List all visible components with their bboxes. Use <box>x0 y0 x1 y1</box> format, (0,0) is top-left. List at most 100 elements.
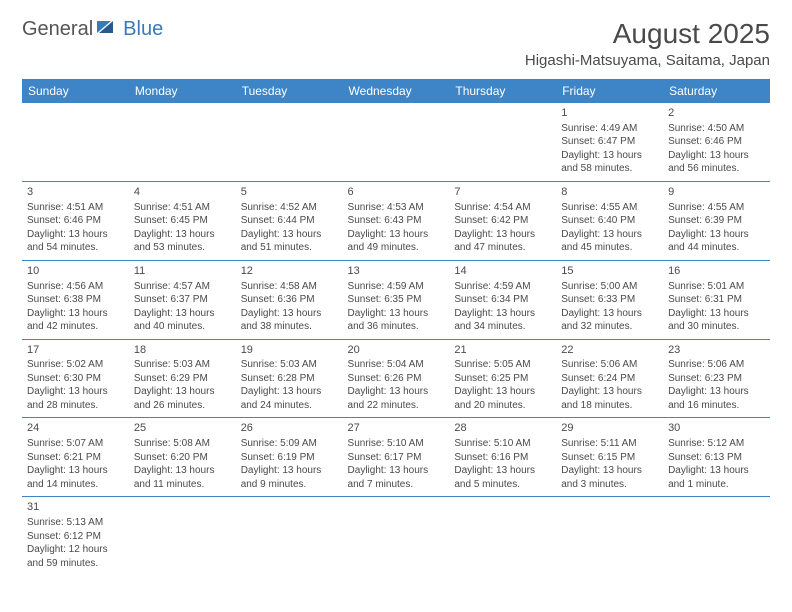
day-number: 18 <box>134 343 231 358</box>
day-info-line: Daylight: 13 hours <box>134 307 231 321</box>
day-info-line: Sunset: 6:45 PM <box>134 214 231 228</box>
day-number: 15 <box>561 264 658 279</box>
day-info-line: Sunrise: 5:00 AM <box>561 280 658 294</box>
day-info-line: Sunset: 6:15 PM <box>561 451 658 465</box>
day-number: 21 <box>454 343 551 358</box>
day-info-line: Daylight: 13 hours <box>561 228 658 242</box>
day-info-line: and 45 minutes. <box>561 241 658 255</box>
day-info-line: Daylight: 13 hours <box>241 307 338 321</box>
day-cell: 27Sunrise: 5:10 AMSunset: 6:17 PMDayligh… <box>343 418 450 497</box>
day-info-line: Sunset: 6:38 PM <box>27 293 124 307</box>
day-number: 9 <box>668 185 765 200</box>
day-cell: 12Sunrise: 4:58 AMSunset: 6:36 PMDayligh… <box>236 260 343 339</box>
day-info-line: Sunrise: 4:58 AM <box>241 280 338 294</box>
day-cell: 15Sunrise: 5:00 AMSunset: 6:33 PMDayligh… <box>556 260 663 339</box>
day-cell: 3Sunrise: 4:51 AMSunset: 6:46 PMDaylight… <box>22 181 129 260</box>
day-info-line: Daylight: 13 hours <box>668 464 765 478</box>
day-cell-empty <box>556 497 663 575</box>
day-info-line: Daylight: 13 hours <box>454 228 551 242</box>
day-info-line: Daylight: 13 hours <box>134 464 231 478</box>
day-info-line: Sunset: 6:46 PM <box>668 135 765 149</box>
day-cell: 17Sunrise: 5:02 AMSunset: 6:30 PMDayligh… <box>22 339 129 418</box>
day-cell-empty <box>129 103 236 181</box>
day-cell-empty <box>343 103 450 181</box>
calendar-week-row: 24Sunrise: 5:07 AMSunset: 6:21 PMDayligh… <box>22 418 770 497</box>
day-info-line: Sunrise: 4:55 AM <box>668 201 765 215</box>
day-info-line: Sunrise: 5:06 AM <box>561 358 658 372</box>
day-info-line: Sunset: 6:12 PM <box>27 530 124 544</box>
day-info-line: Sunset: 6:28 PM <box>241 372 338 386</box>
day-info-line: Sunrise: 4:49 AM <box>561 122 658 136</box>
day-info-line: and 54 minutes. <box>27 241 124 255</box>
day-header-wednesday: Wednesday <box>343 79 450 103</box>
day-cell: 16Sunrise: 5:01 AMSunset: 6:31 PMDayligh… <box>663 260 770 339</box>
day-cell: 28Sunrise: 5:10 AMSunset: 6:16 PMDayligh… <box>449 418 556 497</box>
day-header-monday: Monday <box>129 79 236 103</box>
day-info-line: Sunrise: 5:08 AM <box>134 437 231 451</box>
day-info-line: and 40 minutes. <box>134 320 231 334</box>
location: Higashi-Matsuyama, Saitama, Japan <box>525 52 770 69</box>
day-number: 2 <box>668 106 765 121</box>
day-info-line: Sunset: 6:36 PM <box>241 293 338 307</box>
day-cell: 2Sunrise: 4:50 AMSunset: 6:46 PMDaylight… <box>663 103 770 181</box>
day-info-line: Daylight: 13 hours <box>348 307 445 321</box>
day-info-line: Daylight: 13 hours <box>668 385 765 399</box>
day-cell: 25Sunrise: 5:08 AMSunset: 6:20 PMDayligh… <box>129 418 236 497</box>
day-cell: 26Sunrise: 5:09 AMSunset: 6:19 PMDayligh… <box>236 418 343 497</box>
day-cell: 30Sunrise: 5:12 AMSunset: 6:13 PMDayligh… <box>663 418 770 497</box>
day-info-line: and 5 minutes. <box>454 478 551 492</box>
day-info-line: and 56 minutes. <box>668 162 765 176</box>
day-info-line: and 49 minutes. <box>348 241 445 255</box>
day-number: 22 <box>561 343 658 358</box>
day-info-line: Sunset: 6:35 PM <box>348 293 445 307</box>
day-info-line: Sunset: 6:30 PM <box>27 372 124 386</box>
day-info-line: Daylight: 13 hours <box>454 385 551 399</box>
day-header-thursday: Thursday <box>449 79 556 103</box>
header: General Blue August 2025 Higashi-Matsuya… <box>22 18 770 69</box>
day-info-line: and 1 minute. <box>668 478 765 492</box>
day-cell-empty <box>236 497 343 575</box>
day-info-line: Sunrise: 4:56 AM <box>27 280 124 294</box>
day-info-line: Sunset: 6:39 PM <box>668 214 765 228</box>
day-info-line: Sunrise: 4:59 AM <box>348 280 445 294</box>
day-number: 29 <box>561 421 658 436</box>
day-info-line: Sunset: 6:46 PM <box>27 214 124 228</box>
day-cell: 1Sunrise: 4:49 AMSunset: 6:47 PMDaylight… <box>556 103 663 181</box>
calendar-table: Sunday Monday Tuesday Wednesday Thursday… <box>22 79 770 575</box>
calendar-week-row: 17Sunrise: 5:02 AMSunset: 6:30 PMDayligh… <box>22 339 770 418</box>
day-cell: 21Sunrise: 5:05 AMSunset: 6:25 PMDayligh… <box>449 339 556 418</box>
day-info-line: Daylight: 13 hours <box>348 228 445 242</box>
day-info-line: Daylight: 13 hours <box>454 307 551 321</box>
day-info-line: Daylight: 13 hours <box>561 464 658 478</box>
day-info-line: and 59 minutes. <box>27 557 124 571</box>
day-header-tuesday: Tuesday <box>236 79 343 103</box>
day-info-line: Sunrise: 4:51 AM <box>27 201 124 215</box>
day-info-line: and 9 minutes. <box>241 478 338 492</box>
day-cell: 24Sunrise: 5:07 AMSunset: 6:21 PMDayligh… <box>22 418 129 497</box>
day-info-line: Sunrise: 5:03 AM <box>134 358 231 372</box>
day-number: 10 <box>27 264 124 279</box>
calendar-week-row: 31Sunrise: 5:13 AMSunset: 6:12 PMDayligh… <box>22 497 770 575</box>
day-cell-empty <box>129 497 236 575</box>
day-cell: 31Sunrise: 5:13 AMSunset: 6:12 PMDayligh… <box>22 497 129 575</box>
day-info-line: and 32 minutes. <box>561 320 658 334</box>
calendar-body: 1Sunrise: 4:49 AMSunset: 6:47 PMDaylight… <box>22 103 770 575</box>
day-info-line: Daylight: 13 hours <box>134 228 231 242</box>
day-info-line: Sunrise: 4:51 AM <box>134 201 231 215</box>
day-cell: 20Sunrise: 5:04 AMSunset: 6:26 PMDayligh… <box>343 339 450 418</box>
day-number: 19 <box>241 343 338 358</box>
day-cell: 22Sunrise: 5:06 AMSunset: 6:24 PMDayligh… <box>556 339 663 418</box>
day-cell: 4Sunrise: 4:51 AMSunset: 6:45 PMDaylight… <box>129 181 236 260</box>
day-cell-empty <box>22 103 129 181</box>
day-number: 1 <box>561 106 658 121</box>
day-info-line: and 53 minutes. <box>134 241 231 255</box>
day-info-line: and 26 minutes. <box>134 399 231 413</box>
day-info-line: Sunset: 6:19 PM <box>241 451 338 465</box>
day-number: 12 <box>241 264 338 279</box>
day-info-line: Sunrise: 5:11 AM <box>561 437 658 451</box>
day-cell-empty <box>449 497 556 575</box>
day-number: 7 <box>454 185 551 200</box>
day-number: 11 <box>134 264 231 279</box>
day-info-line: Sunrise: 5:06 AM <box>668 358 765 372</box>
day-cell: 5Sunrise: 4:52 AMSunset: 6:44 PMDaylight… <box>236 181 343 260</box>
